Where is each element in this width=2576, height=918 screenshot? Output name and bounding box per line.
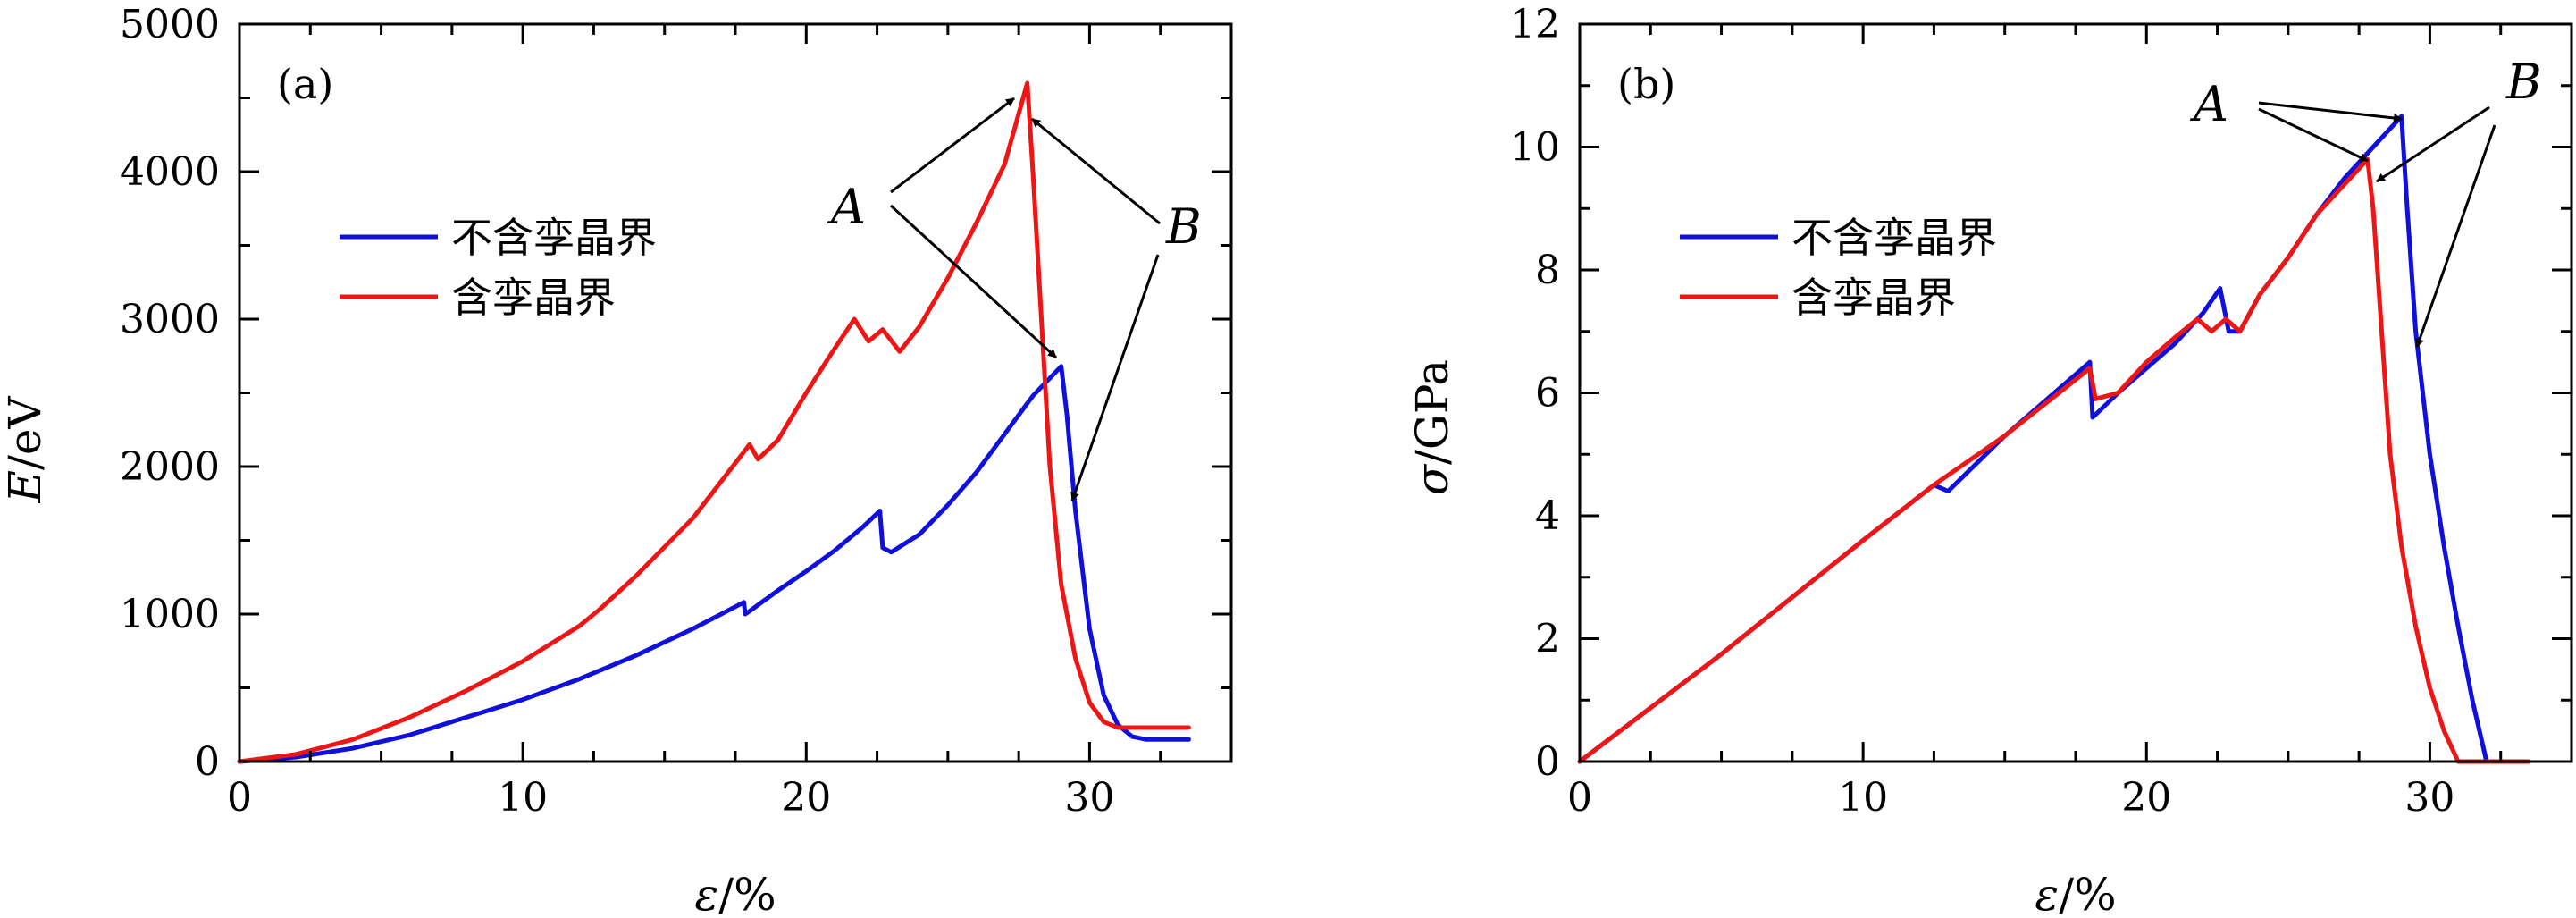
legend-a-no-twin-label: 不含孪晶界	[451, 214, 657, 262]
legend-a-twin-label: 含孪晶界	[451, 274, 616, 322]
arrow-a-A-to-notwin-peak	[889, 204, 1058, 359]
panel-a-chart: 0 10 20 30 0 1000 2000 3000 4000 5000 (a) E/eV ε/…	[0, 2, 1233, 918]
xtick-label-a: 30	[1064, 775, 1114, 821]
series-b-twin-line	[1577, 156, 2531, 764]
ytick-label-a: 1000	[120, 592, 220, 637]
ytick-label-b: 2	[1535, 617, 1560, 662]
legend-b-twin-label: 含孪晶界	[1791, 274, 1956, 322]
xtick-label-a: 20	[781, 775, 831, 821]
annotation-a-B: B	[1165, 198, 1202, 255]
ytick-label-b: 8	[1535, 248, 1560, 293]
ytick-label-a: 2000	[120, 444, 220, 490]
ytick-label-a: 0	[195, 739, 220, 785]
annotation-a-A: A	[827, 179, 866, 235]
xtick-label-b: 30	[2404, 775, 2454, 821]
annotation-b-B: B	[2505, 54, 2542, 110]
xtick-label-b: 20	[2121, 775, 2171, 821]
arrow-b-B-to-twin-drop	[2376, 105, 2490, 183]
arrow-b-A-to-notwin-peak	[2258, 101, 2403, 122]
panel-b-ylabel: σ/GPa	[1406, 359, 1458, 495]
series-b-no-twin-line	[1577, 114, 2531, 764]
ytick-label-a: 3000	[120, 297, 220, 342]
arrow-b-B-to-notwin-drop	[2415, 124, 2496, 348]
ytick-label-a: 5000	[120, 2, 220, 47]
series-a-twin-line	[237, 80, 1191, 764]
ytick-label-b: 0	[1535, 739, 1560, 785]
panel-a-ylabel: E/eV	[0, 396, 51, 504]
xtick-label-b: 0	[1567, 775, 1592, 821]
arrow-a-A-to-twin-peak	[890, 97, 1015, 194]
panel-a-xlabel: ε/%	[694, 869, 776, 918]
xtick-label-b: 10	[1838, 775, 1888, 821]
arrow-a-B-to-notwin-drop	[1070, 254, 1160, 501]
panel-b-legend: 不含孪晶界 含孪晶界	[1680, 214, 1997, 322]
series-a-no-twin-line	[237, 364, 1191, 764]
plot-frame-a	[238, 22, 1233, 763]
ytick-label-b: 6	[1535, 371, 1560, 417]
arrow-b-A-to-twin-peak	[2258, 107, 2369, 163]
panel-b-xlabel: ε/%	[2035, 869, 2116, 918]
arrow-a-B-to-twin-drop	[1031, 117, 1161, 225]
panel-b-label: (b)	[1617, 60, 1675, 108]
annotation-b-A: A	[2189, 76, 2228, 132]
ytick-label-b: 4	[1535, 493, 1560, 539]
ytick-label-a: 4000	[120, 149, 220, 195]
xtick-label-a: 0	[227, 775, 252, 821]
legend-b-no-twin-label: 不含孪晶界	[1791, 214, 1997, 262]
panel-a-label: (a)	[277, 60, 333, 108]
panel-b-chart: 0 10 20 30 0 2 4 6 8 10 12 (b) σ/GPa ε/% 不含孪晶界 含孪晶…	[1406, 2, 2573, 918]
ytick-label-b: 10	[1510, 125, 1560, 171]
ytick-label-b: 12	[1510, 2, 1560, 47]
xtick-label-a: 10	[498, 775, 548, 821]
panel-a-legend: 不含孪晶界 含孪晶界	[340, 214, 657, 322]
